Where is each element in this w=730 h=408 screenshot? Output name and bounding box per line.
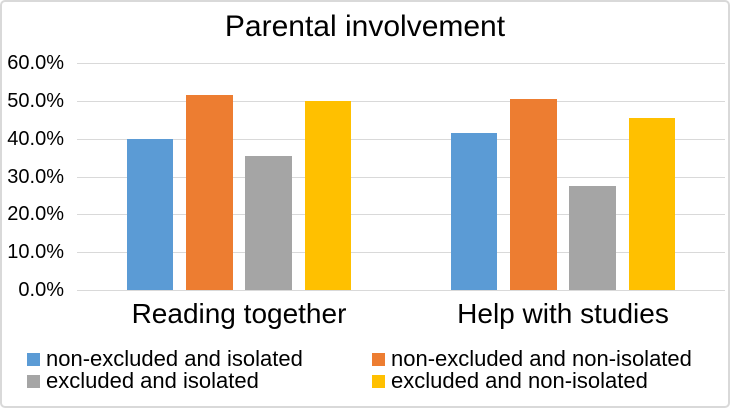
gridline-60 bbox=[77, 63, 725, 64]
y-tick-label-0: 0.0% bbox=[18, 279, 64, 301]
bar-non-excluded-and-non-isolated-help-with-studies bbox=[510, 99, 557, 290]
legend-item-non-excluded-and-isolated: non-excluded and isolated bbox=[27, 348, 303, 370]
y-tick-label-60: 60.0% bbox=[7, 52, 64, 74]
y-tick-label-20: 20.0% bbox=[7, 203, 64, 225]
legend-item-non-excluded-and-non-isolated: non-excluded and non-isolated bbox=[372, 348, 692, 370]
category-label-reading-together: Reading together bbox=[131, 298, 347, 329]
gridline-0 bbox=[77, 290, 725, 291]
bar-non-excluded-and-non-isolated-reading-together bbox=[186, 95, 233, 290]
legend-swatch-excluded-and-isolated bbox=[27, 374, 40, 388]
y-tick-label-30: 30.0% bbox=[7, 166, 64, 188]
y-tick-label-40: 40.0% bbox=[7, 128, 64, 150]
bar-non-excluded-and-isolated-reading-together bbox=[126, 139, 174, 290]
bar-excluded-and-isolated-reading-together bbox=[245, 156, 292, 290]
legend-swatch-non-excluded-and-non-isolated bbox=[372, 352, 385, 366]
y-tick-label-10: 10.0% bbox=[7, 241, 64, 263]
gridline-40 bbox=[77, 139, 725, 140]
legend-label-non-excluded-and-isolated: non-excluded and isolated bbox=[46, 346, 303, 371]
x-axis: Reading together Help with studies bbox=[77, 298, 725, 330]
legend-label-excluded-and-non-isolated: excluded and non-isolated bbox=[391, 368, 648, 393]
legend-swatch-non-excluded-and-isolated bbox=[27, 352, 40, 366]
legend-swatch-excluded-and-non-isolated bbox=[372, 374, 385, 388]
y-tick-label-50: 50.0% bbox=[7, 90, 64, 112]
chart-title: Parental involvement bbox=[224, 10, 506, 43]
legend-label-excluded-and-isolated: excluded and isolated bbox=[46, 368, 259, 393]
bar-non-excluded-and-isolated-help-with-studies bbox=[450, 133, 498, 290]
category-label-help-with-studies: Help with studies bbox=[457, 298, 669, 329]
gridline-50 bbox=[77, 101, 725, 102]
bar-excluded-and-non-isolated-help-with-studies bbox=[628, 118, 676, 290]
legend-item-excluded-and-non-isolated: excluded and non-isolated bbox=[372, 370, 648, 392]
gridline-10 bbox=[77, 252, 725, 253]
bar-excluded-and-isolated-help-with-studies bbox=[569, 186, 616, 290]
y-axis: 0.0% 10.0% 20.0% 30.0% 40.0% 50.0% 60.0% bbox=[2, 53, 64, 300]
plot-area bbox=[77, 63, 725, 291]
legend-item-excluded-and-isolated: excluded and isolated bbox=[27, 370, 259, 392]
gridline-20 bbox=[77, 214, 725, 215]
legend-label-non-excluded-and-non-isolated: non-excluded and non-isolated bbox=[391, 346, 692, 371]
bar-excluded-and-non-isolated-reading-together bbox=[304, 101, 352, 290]
gridline-30 bbox=[77, 177, 725, 178]
